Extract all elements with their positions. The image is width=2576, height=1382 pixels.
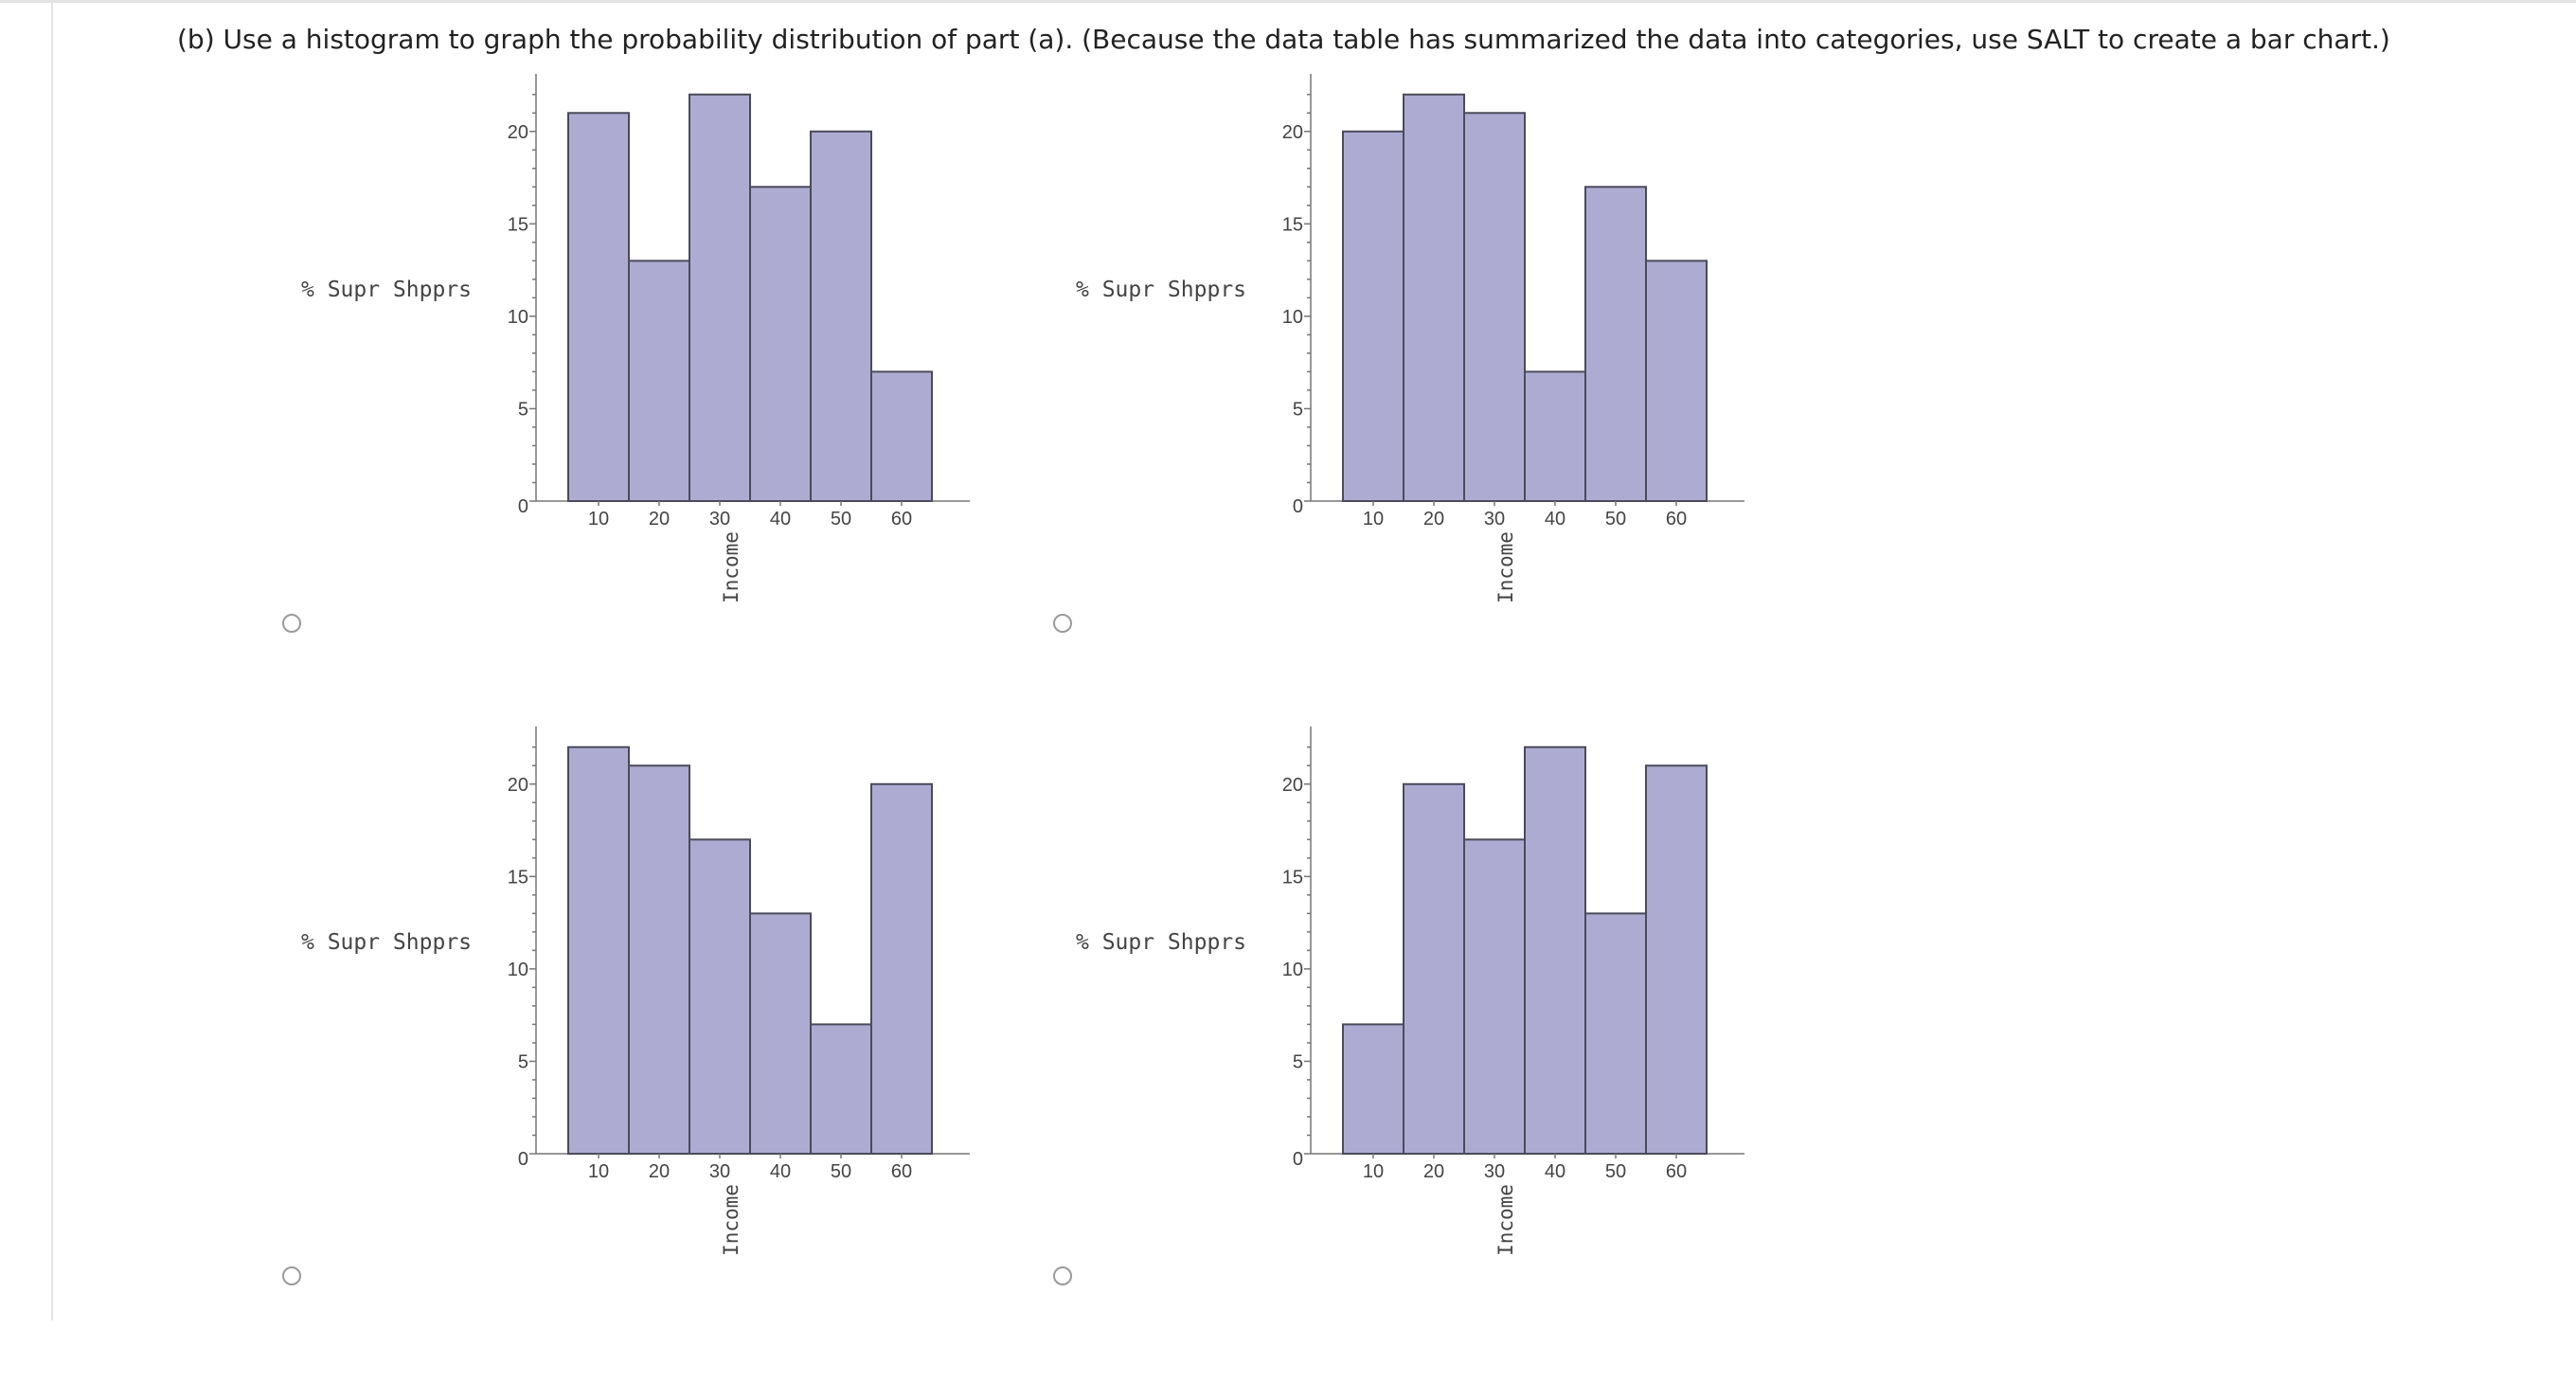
y-tick-label-c: 20 bbox=[508, 775, 528, 796]
x-tick-label-d: 30 bbox=[1484, 1161, 1505, 1182]
question-text: (b) Use a histogram to graph the probabi… bbox=[177, 24, 2390, 55]
y-tick-label-d: 5 bbox=[1293, 1051, 1303, 1072]
radio-option-c[interactable] bbox=[282, 1266, 301, 1285]
x-axis-label-b: Income bbox=[1494, 531, 1517, 603]
y-axis-label-d: % Supr Shpprs bbox=[1076, 930, 1246, 955]
y-tick-label-c: 0 bbox=[518, 1149, 528, 1170]
y-tick-label-d: 10 bbox=[1282, 960, 1303, 980]
x-tick-label-a: 20 bbox=[649, 509, 670, 529]
x-axis-label-d: Income bbox=[1494, 1184, 1517, 1256]
y-tick-label-a: 0 bbox=[518, 496, 528, 517]
x-tick-label-a: 60 bbox=[891, 509, 912, 529]
left-border bbox=[51, 0, 53, 1320]
x-axis-label-a: Income bbox=[720, 531, 742, 603]
y-tick-label-b: 15 bbox=[1282, 214, 1303, 235]
y-tick-label-a: 5 bbox=[518, 399, 528, 420]
x-tick-label-b: 10 bbox=[1363, 509, 1384, 529]
bar-c-6 bbox=[870, 782, 933, 1156]
bar-c-3 bbox=[689, 838, 751, 1156]
bar-a-1 bbox=[567, 112, 630, 503]
bar-b-2 bbox=[1403, 93, 1465, 503]
x-tick-label-d: 50 bbox=[1605, 1161, 1626, 1182]
y-tick-label-b: 20 bbox=[1282, 122, 1303, 143]
y-tick-label-a: 10 bbox=[508, 307, 528, 328]
y-tick-label-a: 20 bbox=[508, 122, 528, 143]
x-tick-label-b: 30 bbox=[1484, 509, 1505, 529]
answer-option-b: 0 5 10 15 20 10 20 30 40 50 60 % Supr Shpprs Income bbox=[1049, 66, 1826, 729]
x-tick-label-b: 20 bbox=[1423, 509, 1444, 529]
x-tick-label-a: 10 bbox=[588, 509, 609, 529]
x-tick-label-d: 10 bbox=[1363, 1161, 1384, 1182]
y-tick-label-b: 0 bbox=[1293, 496, 1303, 517]
histogram-chart-b: 0 5 10 15 20 10 20 30 40 50 60 % Supr Shpprs Income bbox=[1076, 74, 1744, 603]
bar-d-4 bbox=[1524, 745, 1586, 1156]
y-tick-label-c: 5 bbox=[518, 1051, 528, 1072]
histogram-chart-a: 0 5 10 15 20 10 20 30 40 50 60 % Supr Shpprs Income bbox=[301, 74, 970, 603]
bar-a-3 bbox=[689, 93, 751, 503]
bar-d-5 bbox=[1584, 912, 1647, 1155]
bar-b-1 bbox=[1342, 130, 1404, 503]
answer-option-d: 0 5 10 15 20 10 20 30 40 50 60 % Supr Shpprs Income bbox=[1049, 719, 1826, 1382]
x-tick-label-b: 60 bbox=[1666, 509, 1687, 529]
bar-c-2 bbox=[628, 764, 690, 1156]
y-tick-label-b: 10 bbox=[1282, 307, 1303, 328]
bar-c-5 bbox=[810, 1023, 872, 1155]
x-tick-label-a: 50 bbox=[831, 509, 851, 529]
bar-d-1 bbox=[1342, 1023, 1404, 1155]
bar-a-6 bbox=[870, 370, 933, 502]
x-tick-label-a: 40 bbox=[770, 509, 791, 529]
bar-c-4 bbox=[749, 912, 812, 1155]
x-tick-label-c: 20 bbox=[649, 1161, 670, 1182]
y-tick-label-c: 15 bbox=[508, 867, 528, 888]
x-tick-label-c: 60 bbox=[891, 1161, 912, 1182]
y-axis-label-a: % Supr Shpprs bbox=[301, 278, 472, 302]
y-axis-label-c: % Supr Shpprs bbox=[301, 930, 472, 955]
x-tick-label-c: 30 bbox=[709, 1161, 730, 1182]
radio-option-d[interactable] bbox=[1053, 1266, 1072, 1285]
radio-option-b[interactable] bbox=[1053, 614, 1072, 633]
bar-a-2 bbox=[628, 260, 690, 502]
bar-a-5 bbox=[810, 130, 872, 503]
bar-b-3 bbox=[1463, 112, 1526, 503]
bar-b-4 bbox=[1524, 370, 1586, 502]
x-tick-label-c: 40 bbox=[770, 1161, 791, 1182]
histogram-chart-c: 0 5 10 15 20 10 20 30 40 50 60 % Supr Shpprs Income bbox=[301, 727, 970, 1256]
y-tick-label-b: 5 bbox=[1293, 399, 1303, 420]
x-tick-label-d: 60 bbox=[1666, 1161, 1687, 1182]
bar-a-4 bbox=[749, 186, 812, 503]
y-tick-label-d: 15 bbox=[1282, 867, 1303, 888]
y-tick-label-d: 0 bbox=[1293, 1149, 1303, 1170]
answer-option-c: 0 5 10 15 20 10 20 30 40 50 60 % Supr Shpprs Income bbox=[275, 719, 1051, 1382]
top-border bbox=[0, 0, 2576, 3]
x-tick-label-c: 50 bbox=[831, 1161, 851, 1182]
y-tick-label-d: 20 bbox=[1282, 775, 1303, 796]
x-axis-label-c: Income bbox=[720, 1184, 742, 1256]
bar-d-2 bbox=[1403, 782, 1465, 1156]
x-tick-label-d: 20 bbox=[1423, 1161, 1444, 1182]
x-tick-label-b: 40 bbox=[1545, 509, 1565, 529]
bar-d-6 bbox=[1645, 764, 1708, 1156]
y-tick-label-c: 10 bbox=[508, 960, 528, 980]
y-axis-label-b: % Supr Shpprs bbox=[1076, 278, 1246, 302]
x-tick-label-a: 30 bbox=[709, 509, 730, 529]
bar-c-1 bbox=[567, 745, 630, 1156]
x-tick-label-d: 40 bbox=[1545, 1161, 1565, 1182]
y-tick-label-a: 15 bbox=[508, 214, 528, 235]
x-tick-label-b: 50 bbox=[1605, 509, 1626, 529]
histogram-chart-d: 0 5 10 15 20 10 20 30 40 50 60 % Supr Shpprs Income bbox=[1076, 727, 1744, 1256]
radio-option-a[interactable] bbox=[282, 614, 301, 633]
bar-b-6 bbox=[1645, 260, 1708, 502]
answer-option-a: 0 5 10 15 20 10 20 30 40 50 60 % Supr Shpprs Income bbox=[275, 66, 1051, 729]
bar-b-5 bbox=[1584, 186, 1647, 503]
x-tick-label-c: 10 bbox=[588, 1161, 609, 1182]
bar-d-3 bbox=[1463, 838, 1526, 1156]
